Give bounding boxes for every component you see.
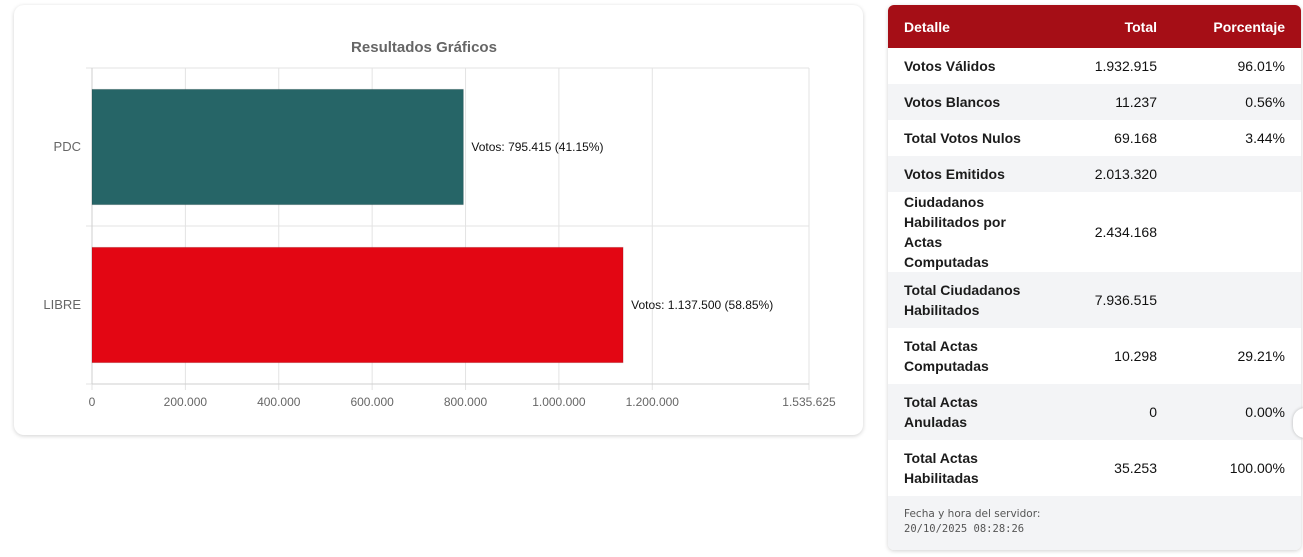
x-tick-label: 1.000.000 bbox=[532, 395, 586, 409]
server-time-box: Fecha y hora del servidor: 20/10/2025 08… bbox=[888, 496, 1301, 550]
results-table: Detalle Total Porcentaje Votos Válidos 1.… bbox=[888, 5, 1301, 496]
row-label: Votos Válidos bbox=[888, 48, 1045, 84]
table-row: Total Ciudadanos Habilitados 7.936.515 bbox=[888, 272, 1301, 328]
table-row: Votos Emitidos 2.013.320 bbox=[888, 156, 1301, 192]
table-row: Total Actas Computadas 10.298 29.21% bbox=[888, 328, 1301, 384]
x-tick-label: 600.000 bbox=[350, 395, 394, 409]
row-percentage: 96.01% bbox=[1173, 48, 1301, 84]
table-row: Votos Blancos 11.237 0.56% bbox=[888, 84, 1301, 120]
chart-card: Resultados Gráficos 0 200.000 400.000 600.00… bbox=[14, 5, 863, 435]
table-row: Votos Válidos 1.932.915 96.01% bbox=[888, 48, 1301, 84]
row-percentage: 29.21% bbox=[1173, 328, 1301, 384]
bar-pdc bbox=[91, 88, 464, 206]
table-row: Ciudadanos Habilitados por Actas Computa… bbox=[888, 192, 1301, 272]
row-total: 2.013.320 bbox=[1045, 156, 1173, 192]
x-tick-label: 800.000 bbox=[444, 395, 488, 409]
row-total: 0 bbox=[1045, 384, 1173, 440]
side-scroll-handle[interactable] bbox=[1293, 408, 1303, 438]
chart-title: Resultados Gráficos bbox=[351, 39, 497, 56]
row-percentage bbox=[1173, 156, 1301, 192]
row-label: Total Ciudadanos Habilitados bbox=[888, 272, 1045, 328]
row-percentage: 0.56% bbox=[1173, 84, 1301, 120]
bar-chart: Resultados Gráficos 0 200.000 400.000 600.00… bbox=[43, 39, 836, 409]
x-tick-label: 1.535.625 bbox=[782, 395, 836, 409]
row-total: 11.237 bbox=[1045, 84, 1173, 120]
row-total: 10.298 bbox=[1045, 328, 1173, 384]
row-percentage bbox=[1173, 272, 1301, 328]
row-label: Total Votos Nulos bbox=[888, 120, 1045, 156]
results-table-card: Detalle Total Porcentaje Votos Válidos 1.… bbox=[888, 5, 1301, 550]
table-row: Total Actas Habilitadas 35.253 100.00% bbox=[888, 440, 1301, 496]
table-header-row: Detalle Total Porcentaje bbox=[888, 5, 1301, 48]
row-label: Votos Blancos bbox=[888, 84, 1045, 120]
row-total: 7.936.515 bbox=[1045, 272, 1173, 328]
row-percentage: 0.00% bbox=[1173, 384, 1301, 440]
x-tick-label: 0 bbox=[89, 395, 96, 409]
bar-libre bbox=[91, 246, 624, 364]
server-time-label: Fecha y hora del servidor: bbox=[904, 508, 1041, 520]
bar-data-label: Votos: 795.415 (41.15%) bbox=[471, 140, 603, 154]
row-total: 35.253 bbox=[1045, 440, 1173, 496]
x-tick-label: 200.000 bbox=[164, 395, 208, 409]
row-percentage: 3.44% bbox=[1173, 120, 1301, 156]
row-total: 1.932.915 bbox=[1045, 48, 1173, 84]
category-label: LIBRE bbox=[43, 297, 81, 312]
row-percentage: 100.00% bbox=[1173, 440, 1301, 496]
row-total: 2.434.168 bbox=[1045, 192, 1173, 272]
server-datetime: 20/10/2025 08:28:26 bbox=[904, 523, 1025, 535]
header-porcentaje: Porcentaje bbox=[1173, 5, 1301, 48]
row-label: Total Actas Anuladas bbox=[888, 384, 1045, 440]
row-total: 69.168 bbox=[1045, 120, 1173, 156]
x-tick-label: 1.200.000 bbox=[626, 395, 680, 409]
table-row: Total Votos Nulos 69.168 3.44% bbox=[888, 120, 1301, 156]
row-label: Votos Emitidos bbox=[888, 156, 1045, 192]
category-label: PDC bbox=[54, 139, 81, 154]
header-detalle: Detalle bbox=[888, 5, 1045, 48]
bar-data-label: Votos: 1.137.500 (58.85%) bbox=[631, 298, 773, 312]
header-total: Total bbox=[1045, 5, 1173, 48]
row-percentage bbox=[1173, 192, 1301, 272]
x-tick-label: 400.000 bbox=[257, 395, 301, 409]
row-label: Total Actas Habilitadas bbox=[888, 440, 1045, 496]
table-row: Total Actas Anuladas 0 0.00% bbox=[888, 384, 1301, 440]
row-label: Ciudadanos Habilitados por Actas Computa… bbox=[888, 192, 1045, 272]
row-label: Total Actas Computadas bbox=[888, 328, 1045, 384]
